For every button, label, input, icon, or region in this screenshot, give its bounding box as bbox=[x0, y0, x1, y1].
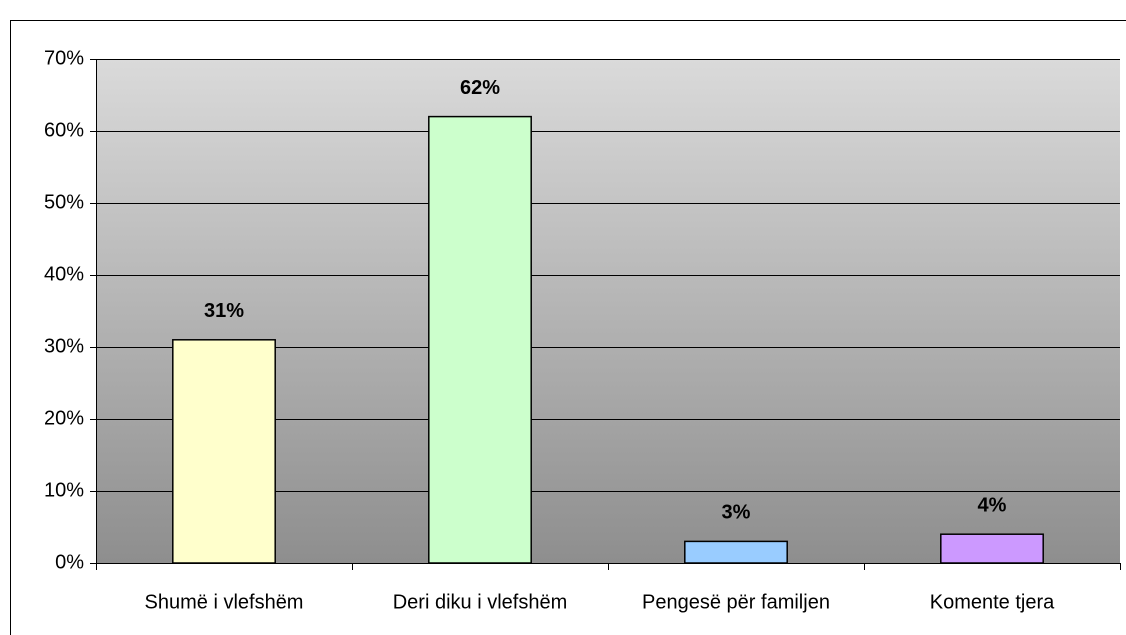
y-tick-label: 60% bbox=[44, 119, 84, 141]
x-tick-label: Shumë i vlefshëm bbox=[145, 591, 304, 613]
data-label: 3% bbox=[722, 502, 751, 524]
x-tick-label: Pengesë për familjen bbox=[642, 591, 830, 613]
bar bbox=[684, 540, 788, 564]
y-tick-label: 20% bbox=[44, 407, 84, 429]
data-label: 62% bbox=[460, 77, 500, 99]
y-tick-label: 30% bbox=[44, 335, 84, 357]
bar bbox=[940, 533, 1044, 564]
bar bbox=[428, 115, 532, 564]
y-tick-label: 40% bbox=[44, 263, 84, 285]
data-label: 31% bbox=[204, 300, 244, 322]
y-tick-label: 50% bbox=[44, 191, 84, 213]
x-tick-label: Deri diku i vlefshëm bbox=[393, 591, 568, 613]
bar bbox=[172, 339, 276, 564]
y-tick-label: 70% bbox=[44, 47, 84, 69]
y-tick-label: 10% bbox=[44, 479, 84, 501]
data-label: 4% bbox=[978, 494, 1007, 516]
y-tick-label: 0% bbox=[55, 551, 84, 573]
x-tick-label: Komente tjera bbox=[930, 591, 1055, 613]
